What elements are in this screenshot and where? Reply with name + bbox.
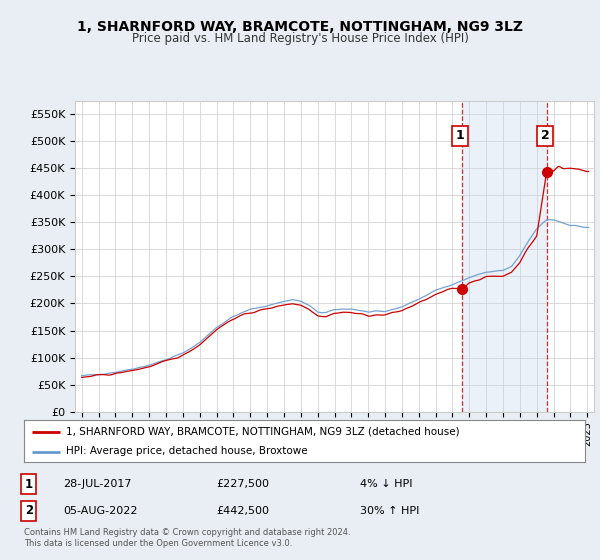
Text: 1: 1 — [455, 129, 464, 142]
Text: Contains HM Land Registry data © Crown copyright and database right 2024.: Contains HM Land Registry data © Crown c… — [24, 529, 350, 538]
Text: 4% ↓ HPI: 4% ↓ HPI — [360, 479, 413, 489]
Text: 1, SHARNFORD WAY, BRAMCOTE, NOTTINGHAM, NG9 3LZ (detached house): 1, SHARNFORD WAY, BRAMCOTE, NOTTINGHAM, … — [66, 427, 460, 437]
Text: 1: 1 — [25, 478, 33, 491]
Text: £442,500: £442,500 — [216, 506, 269, 516]
Text: 2: 2 — [541, 129, 550, 142]
Text: 30% ↑ HPI: 30% ↑ HPI — [360, 506, 419, 516]
Text: HPI: Average price, detached house, Broxtowe: HPI: Average price, detached house, Brox… — [66, 446, 308, 456]
Text: Price paid vs. HM Land Registry's House Price Index (HPI): Price paid vs. HM Land Registry's House … — [131, 32, 469, 45]
Text: 2: 2 — [25, 504, 33, 517]
Text: 28-JUL-2017: 28-JUL-2017 — [63, 479, 131, 489]
Text: This data is licensed under the Open Government Licence v3.0.: This data is licensed under the Open Gov… — [24, 539, 292, 548]
Bar — [462, 101, 547, 412]
Text: 1, SHARNFORD WAY, BRAMCOTE, NOTTINGHAM, NG9 3LZ: 1, SHARNFORD WAY, BRAMCOTE, NOTTINGHAM, … — [77, 20, 523, 34]
Text: £227,500: £227,500 — [216, 479, 269, 489]
Text: 05-AUG-2022: 05-AUG-2022 — [63, 506, 137, 516]
